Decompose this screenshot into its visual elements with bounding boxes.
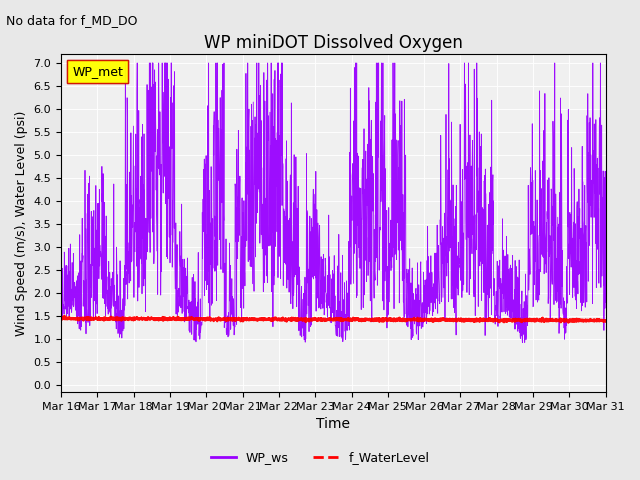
- Legend: WP_ws, f_WaterLevel: WP_ws, f_WaterLevel: [205, 446, 435, 469]
- Text: No data for f_MD_DO: No data for f_MD_DO: [6, 14, 138, 27]
- Legend: WP_met: WP_met: [67, 60, 128, 83]
- X-axis label: Time: Time: [316, 418, 350, 432]
- Title: WP miniDOT Dissolved Oxygen: WP miniDOT Dissolved Oxygen: [204, 34, 463, 52]
- Y-axis label: Wind Speed (m/s), Water Level (psi): Wind Speed (m/s), Water Level (psi): [15, 110, 28, 336]
